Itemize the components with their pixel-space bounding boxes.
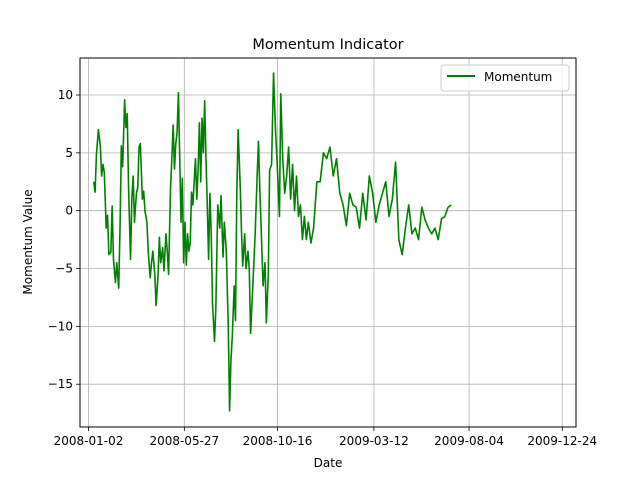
y-axis-label: Momentum Value bbox=[21, 189, 35, 294]
plot-area bbox=[92, 72, 452, 412]
momentum-series-line bbox=[92, 72, 452, 412]
y-axis: 10 5 0 −5 −10 −15 bbox=[48, 88, 80, 391]
plot-frame bbox=[79, 57, 577, 428]
x-tick-label: 2008-01-02 bbox=[54, 434, 124, 448]
y-tick-label: 10 bbox=[58, 88, 73, 102]
legend-label: Momentum bbox=[484, 70, 552, 84]
x-axis-label: Date bbox=[314, 456, 343, 470]
y-tick-label: 0 bbox=[65, 204, 73, 218]
x-tick-label: 2008-10-16 bbox=[243, 434, 313, 448]
x-tick-label: 2009-03-12 bbox=[339, 434, 409, 448]
x-axis: 2008-01-02 2008-05-27 2008-10-16 2009-03-12… bbox=[54, 427, 597, 448]
y-tick-label: 5 bbox=[65, 146, 73, 160]
x-tick-label: 2009-08-04 bbox=[434, 434, 504, 448]
x-tick-label: 2009-12-24 bbox=[527, 434, 597, 448]
legend-box bbox=[440, 64, 570, 92]
legend: Momentum bbox=[440, 64, 570, 92]
x-tick-label: 2008-05-27 bbox=[149, 434, 219, 448]
y-tick-label: −5 bbox=[55, 262, 73, 276]
y-tick-label: −15 bbox=[48, 377, 73, 391]
chart-title: Momentum Indicator bbox=[252, 37, 403, 53]
grid bbox=[80, 58, 576, 427]
y-tick-label: −10 bbox=[48, 319, 73, 333]
